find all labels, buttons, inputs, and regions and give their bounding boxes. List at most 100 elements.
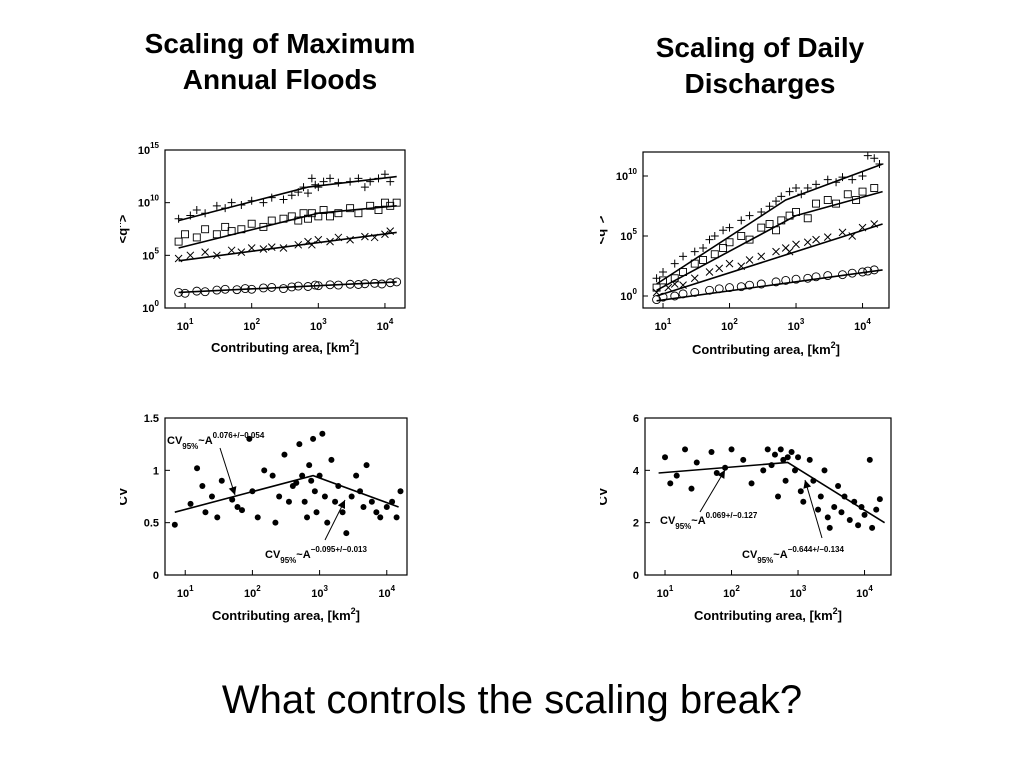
x-axis-label-end: ] — [356, 608, 360, 623]
fit-line — [656, 223, 883, 297]
data-point-cross — [690, 274, 699, 283]
data-point-dot — [321, 493, 328, 500]
y-tick-label: 105 — [142, 246, 159, 262]
annotation-arrow-line — [699, 469, 726, 513]
data-point-plus — [823, 175, 832, 184]
y-axis-label: CV — [120, 487, 130, 505]
x-axis-label: Contributing area, [km2] — [211, 338, 359, 355]
data-point-square — [737, 232, 746, 240]
data-point-plus — [870, 154, 879, 163]
data-point-dot — [353, 472, 360, 479]
x-axis-label-main: Contributing area, [km — [212, 608, 351, 623]
title-max-annual-floods: Scaling of Maximum Annual Floods — [90, 26, 470, 98]
data-point-square — [192, 233, 201, 242]
data-point-square — [181, 230, 190, 239]
data-point-plus — [848, 175, 857, 184]
y-axis-label: <qn> — [600, 215, 608, 244]
data-point-dot — [281, 451, 288, 458]
data-point-dot — [673, 472, 680, 479]
y-tick-label-base: 10 — [616, 171, 628, 183]
data-point-dot — [208, 493, 215, 500]
y-tick-label-base: 10 — [138, 145, 150, 157]
data-point-plus — [858, 172, 867, 180]
data-point-plus — [710, 232, 719, 240]
data-point-dot — [708, 449, 715, 456]
data-point-plus — [679, 252, 688, 261]
annotation-arrow-head — [717, 470, 725, 479]
data-point-dot — [332, 498, 339, 505]
plot-frame — [164, 149, 406, 309]
annotation-area: ~A — [691, 515, 705, 527]
title-left-line-2: Annual Floods — [182, 64, 378, 95]
x-tick-label: 104 — [378, 584, 395, 600]
data-point-circle — [658, 292, 668, 302]
fit-line — [178, 281, 397, 294]
x-tick-label-exp: 3 — [323, 584, 328, 593]
data-point-dot — [667, 480, 674, 487]
data-point-dot — [800, 498, 807, 505]
data-point-plus — [259, 198, 268, 207]
x-tick-label-base: 10 — [177, 321, 189, 333]
data-point-square — [659, 276, 667, 285]
data-point-dot — [199, 483, 206, 490]
data-point-cross — [772, 247, 780, 256]
data-point-dot — [846, 517, 853, 524]
data-point-dot — [214, 514, 221, 521]
data-point-circle — [736, 282, 746, 292]
x-tick-label-exp: 2 — [256, 584, 261, 593]
annotation-exponent: 0.076+/−0.054 — [213, 431, 265, 440]
y-axis-label-main: <q — [120, 228, 130, 244]
annotation-cv: CV — [167, 435, 183, 447]
data-point-plus — [745, 211, 754, 220]
x-tick-label-base: 10 — [655, 321, 667, 333]
annotation-cv: CV — [660, 515, 676, 527]
y-tick-label: 1 — [153, 465, 159, 477]
data-point-dot — [826, 524, 833, 531]
data-point-square — [366, 201, 375, 210]
data-point-dot — [304, 514, 311, 521]
data-point-dot — [855, 522, 862, 529]
x-tick-label-base: 10 — [243, 321, 255, 333]
data-point-dot — [780, 456, 787, 463]
data-point-square — [710, 250, 719, 259]
data-point-plus — [719, 226, 728, 235]
data-point-dot — [360, 503, 367, 510]
data-point-dot — [662, 454, 669, 461]
data-point-circle — [791, 274, 801, 284]
data-point-square — [757, 223, 766, 232]
x-tick-label-base: 10 — [721, 321, 733, 333]
y-axis-label-main: <q — [600, 229, 608, 245]
data-point-plus — [366, 177, 375, 186]
data-point-dot — [397, 488, 404, 495]
data-point-dot — [748, 480, 755, 487]
data-point-square — [201, 225, 210, 234]
data-point-circle — [670, 291, 680, 301]
data-point-square — [319, 206, 328, 214]
y-tick-label: 105 — [620, 227, 637, 243]
title-right-line-2: Discharges — [684, 68, 836, 99]
data-point-circle — [745, 280, 754, 290]
data-point-square — [174, 237, 183, 246]
data-point-square — [719, 244, 728, 252]
x-tick-label-base: 10 — [790, 588, 802, 600]
data-point-dot — [296, 441, 303, 448]
fit-line — [178, 175, 397, 222]
data-point-dot — [310, 435, 317, 442]
data-point-dot — [261, 467, 268, 474]
data-point-cross — [757, 252, 766, 261]
data-point-dot — [821, 467, 828, 474]
y-tick-label: 1.5 — [144, 413, 159, 425]
data-point-dot — [873, 506, 880, 513]
data-point-square — [858, 187, 867, 196]
y-tick-label: 0.5 — [144, 518, 159, 530]
data-point-dot — [373, 509, 380, 516]
title-left-line-1: Scaling of Maximum — [144, 28, 416, 59]
data-point-circle — [781, 275, 791, 285]
data-point-plus — [725, 223, 734, 232]
data-point-dot — [171, 521, 178, 528]
data-point-plus — [360, 183, 369, 192]
data-point-dot — [269, 472, 276, 479]
